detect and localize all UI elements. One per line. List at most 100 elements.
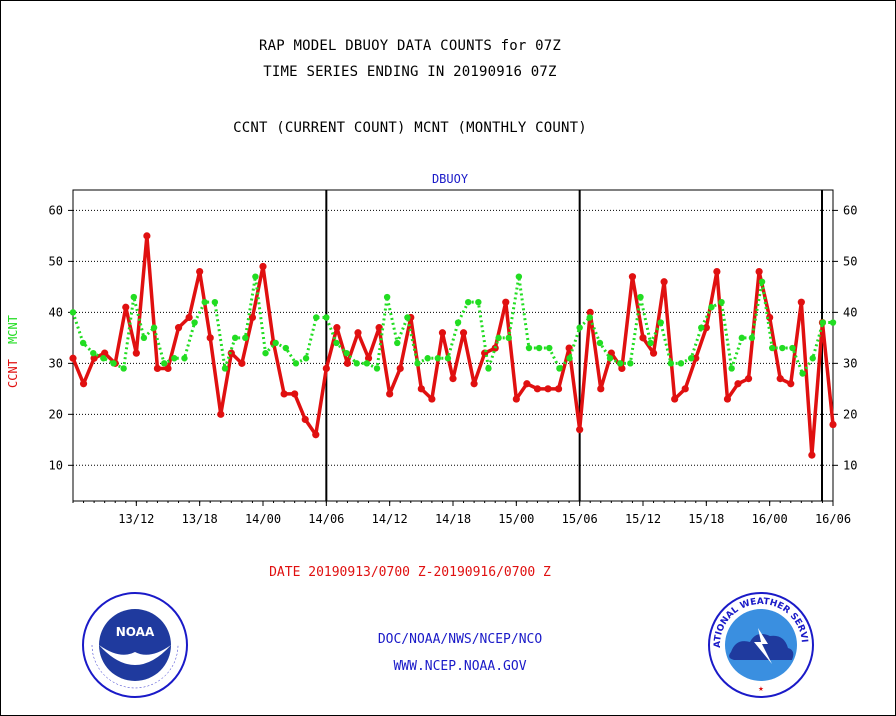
data-point-ccnt xyxy=(671,395,679,403)
data-point-mcnt xyxy=(444,355,452,362)
data-point-mcnt xyxy=(799,370,806,377)
data-point-ccnt xyxy=(618,364,626,373)
date-range: DATE 20190913/0700 Z-20190916/0700 Z xyxy=(269,565,551,580)
data-point-ccnt xyxy=(766,313,774,322)
data-point-ccnt xyxy=(586,308,594,316)
data-point-mcnt xyxy=(809,355,816,362)
org-path[interactable]: DOC/NOAA/NWS/NCEP/NCO xyxy=(377,632,543,647)
data-point-ccnt xyxy=(364,354,373,362)
data-point-mcnt xyxy=(728,365,735,372)
data-point-mcnt xyxy=(231,334,239,342)
data-point-mcnt xyxy=(667,360,675,367)
data-point-ccnt xyxy=(386,390,394,398)
y-tick-label-right: 30 xyxy=(843,356,857,370)
data-point-ccnt xyxy=(248,313,257,322)
data-point-ccnt xyxy=(713,267,721,276)
y-tick-label-left: 50 xyxy=(49,254,63,268)
data-point-mcnt xyxy=(657,319,664,326)
data-point-mcnt xyxy=(90,349,97,357)
data-point-ccnt xyxy=(681,385,689,393)
data-point-mcnt xyxy=(69,309,77,316)
data-point-ccnt xyxy=(217,410,225,418)
data-point-mcnt xyxy=(485,365,492,372)
y-axis-label: CCNT MCNT xyxy=(6,315,20,388)
data-point-mcnt xyxy=(100,355,107,362)
data-point-ccnt xyxy=(206,334,214,342)
data-point-ccnt xyxy=(196,267,204,276)
data-point-mcnt xyxy=(525,344,533,352)
data-point-ccnt xyxy=(153,364,162,373)
data-point-ccnt xyxy=(829,420,837,429)
data-point-ccnt xyxy=(333,324,341,332)
data-point-ccnt xyxy=(554,385,563,393)
x-tick-label: 15/06 xyxy=(562,512,598,526)
data-point-mcnt xyxy=(687,355,695,362)
data-point-mcnt xyxy=(414,360,421,367)
data-point-mcnt xyxy=(211,298,219,306)
data-point-ccnt xyxy=(797,298,805,306)
data-point-ccnt xyxy=(238,359,246,367)
data-point-mcnt xyxy=(262,349,269,357)
data-point-ccnt xyxy=(343,359,352,367)
data-point-ccnt xyxy=(69,354,77,362)
data-point-mcnt xyxy=(617,360,624,367)
data-point-mcnt xyxy=(363,360,371,367)
data-point-ccnt xyxy=(428,395,436,403)
data-point-mcnt xyxy=(434,355,441,362)
y-tick-label-right: 50 xyxy=(843,254,857,268)
data-point-mcnt xyxy=(718,298,725,306)
data-point-ccnt xyxy=(132,349,140,357)
data-point-ccnt xyxy=(259,262,267,271)
plot-label: DBUOY xyxy=(431,172,469,186)
data-point-ccnt xyxy=(597,385,605,393)
y-tick-label-left: 30 xyxy=(49,356,63,370)
data-point-mcnt xyxy=(404,314,411,321)
data-point-ccnt xyxy=(375,324,383,332)
x-tick-label: 13/12 xyxy=(118,512,154,526)
data-point-mcnt xyxy=(586,314,593,321)
x-tick-label: 15/18 xyxy=(688,512,724,526)
data-point-ccnt xyxy=(639,334,647,342)
data-point-ccnt xyxy=(417,385,425,393)
data-point-mcnt xyxy=(201,298,208,306)
data-point-mcnt xyxy=(171,355,178,362)
chart-description: CCNT (CURRENT COUNT) MCNT (MONTHLY COUNT… xyxy=(233,120,587,136)
data-point-ccnt xyxy=(185,313,193,322)
data-point-mcnt xyxy=(505,334,512,342)
data-point-mcnt xyxy=(495,334,502,342)
data-point-mcnt xyxy=(738,334,745,342)
x-tick-label: 15/00 xyxy=(498,512,534,526)
data-point-mcnt xyxy=(769,344,776,352)
data-point-ccnt xyxy=(174,324,183,332)
chart-subtitle: TIME SERIES ENDING IN 20190916 07Z xyxy=(263,64,557,80)
data-point-mcnt xyxy=(120,365,127,372)
data-point-mcnt xyxy=(779,344,786,352)
org-website[interactable]: WWW.NCEP.NOAA.GOV xyxy=(393,659,527,674)
data-point-mcnt xyxy=(789,344,796,352)
data-point-ccnt xyxy=(280,390,288,398)
data-point-mcnt xyxy=(465,298,472,306)
y-label-ccnt: CCNT xyxy=(6,359,20,388)
data-point-mcnt xyxy=(79,339,87,347)
chart-title: RAP MODEL DBUOY DATA COUNTS for 07Z xyxy=(258,38,561,54)
data-point-ccnt xyxy=(808,451,816,459)
data-point-mcnt xyxy=(454,319,462,326)
data-point-ccnt xyxy=(649,349,658,357)
data-point-ccnt xyxy=(776,375,784,383)
x-tick-label: 14/12 xyxy=(372,512,408,526)
data-point-mcnt xyxy=(242,334,249,342)
data-point-ccnt xyxy=(301,415,309,424)
data-point-mcnt xyxy=(819,319,827,326)
data-point-ccnt xyxy=(291,390,299,398)
data-point-ccnt xyxy=(723,395,732,403)
data-point-mcnt xyxy=(302,355,310,362)
y-tick-label-left: 20 xyxy=(49,407,63,421)
data-point-mcnt xyxy=(221,365,229,372)
x-tick-label: 14/00 xyxy=(245,512,281,526)
data-point-mcnt xyxy=(191,319,198,326)
data-point-mcnt xyxy=(161,360,168,367)
data-point-mcnt xyxy=(282,344,289,352)
data-point-mcnt xyxy=(596,339,604,347)
data-point-ccnt xyxy=(734,380,742,388)
